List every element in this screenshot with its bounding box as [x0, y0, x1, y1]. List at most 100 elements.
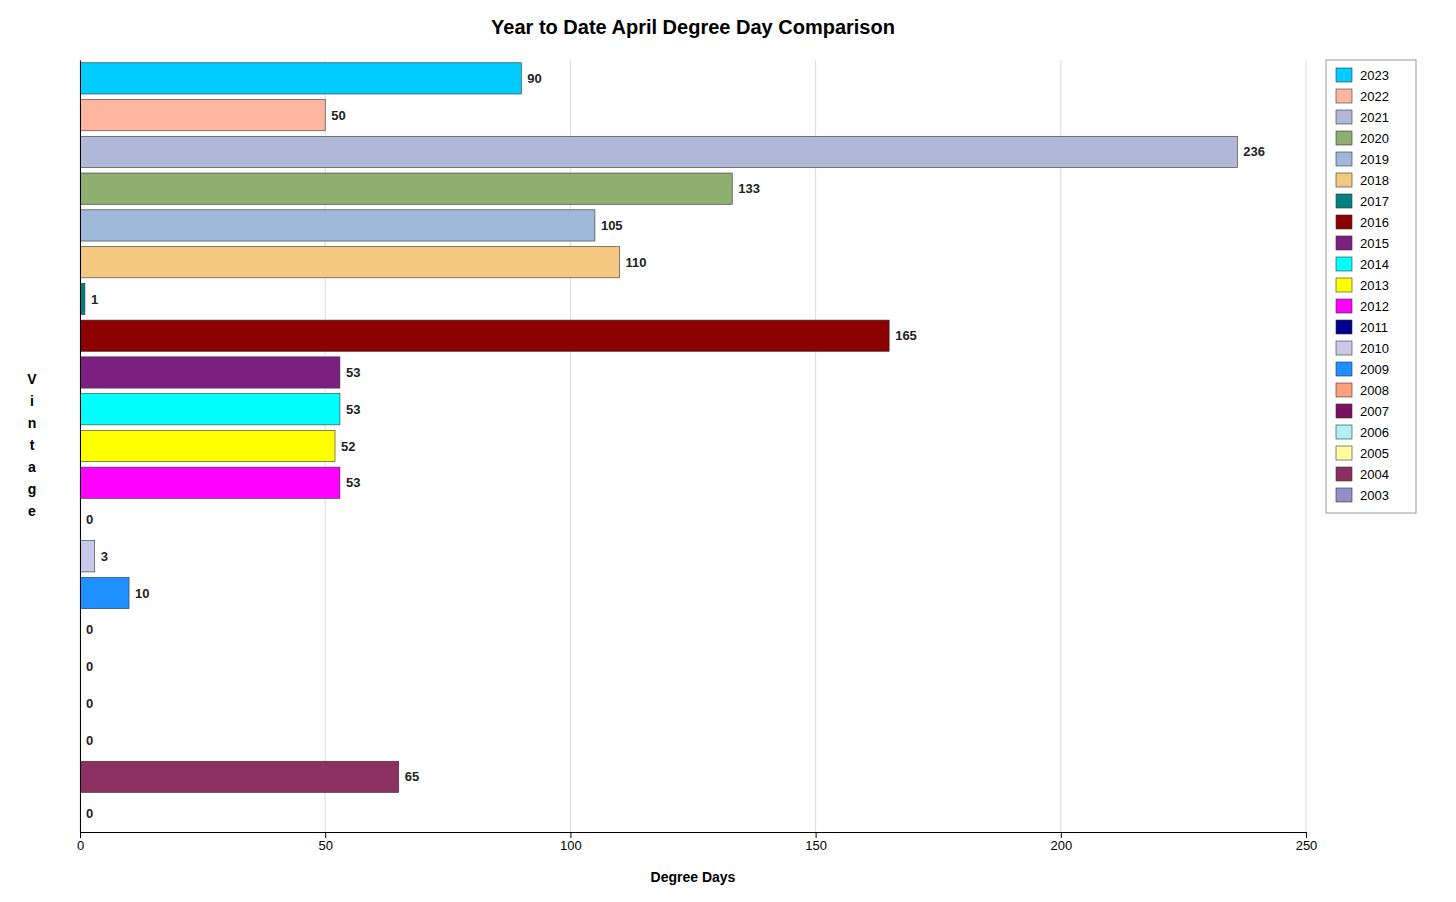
chart: 9050236133105110116553535253031000006500… [0, 0, 1456, 902]
bar [80, 430, 335, 461]
legend-swatch [1336, 404, 1352, 418]
legend-label: 2018 [1360, 173, 1389, 188]
legend-swatch [1336, 131, 1352, 145]
tick-mark [325, 832, 326, 838]
legend-label: 2013 [1360, 278, 1389, 293]
bar [80, 467, 340, 498]
legend-item: 2011 [1336, 320, 1388, 335]
legend-swatch [1336, 215, 1352, 229]
legend-item: 2008 [1336, 383, 1389, 398]
tick-mark [80, 832, 81, 838]
legend: 2023202220212020201920182017201620152014… [1326, 60, 1416, 513]
bar [80, 100, 325, 131]
x-axis-title: Degree Days [651, 869, 736, 885]
tick: 250 [1296, 832, 1318, 853]
legend-swatch [1336, 383, 1352, 397]
legend-item: 2017 [1336, 194, 1389, 209]
tick-mark [1306, 832, 1307, 838]
legend-swatch [1336, 467, 1352, 481]
data-label: 1 [91, 292, 98, 307]
legend-label: 2012 [1360, 299, 1389, 314]
data-label: 236 [1243, 144, 1265, 159]
data-label: 3 [101, 549, 108, 564]
tick: 50 [318, 832, 332, 853]
legend-label: 2004 [1360, 467, 1389, 482]
legend-swatch [1336, 257, 1352, 271]
bar [80, 761, 399, 792]
legend-swatch [1336, 110, 1352, 124]
legend-item: 2019 [1336, 152, 1389, 167]
legend-label: 2005 [1360, 446, 1389, 461]
bars [80, 63, 1237, 793]
tick-label: 50 [318, 838, 332, 853]
data-label: 0 [86, 622, 93, 637]
grid-line [1060, 60, 1061, 832]
legend-label: 2011 [1360, 320, 1388, 335]
legend-swatch [1336, 278, 1352, 292]
tick-label: 0 [77, 838, 84, 853]
y-axis-title-char: V [27, 371, 37, 387]
tick: 200 [1050, 832, 1072, 853]
y-axis-title-char: a [28, 459, 36, 475]
legend-label: 2015 [1360, 236, 1389, 251]
legend-label: 2021 [1360, 110, 1389, 125]
tick-mark [1061, 832, 1062, 838]
data-label: 50 [331, 108, 345, 123]
legend-label: 2017 [1360, 194, 1389, 209]
legend-item: 2016 [1336, 215, 1389, 230]
data-label: 53 [346, 475, 360, 490]
legend-frame [1326, 60, 1416, 513]
tick-label: 150 [805, 838, 827, 853]
title: Year to Date April Degree Day Comparison [491, 16, 895, 38]
legend-item: 2010 [1336, 341, 1389, 356]
bar [80, 577, 129, 608]
legend-label: 2009 [1360, 362, 1389, 377]
y-axis [80, 61, 81, 833]
y-axis-title-char: i [30, 393, 34, 409]
grid [80, 60, 1306, 832]
legend-label: 2023 [1360, 68, 1389, 83]
tick-label: 250 [1296, 838, 1318, 853]
legend-label: 2020 [1360, 131, 1389, 146]
data-label: 133 [738, 181, 760, 196]
bar [80, 173, 732, 204]
bar [80, 357, 340, 388]
legend-item: 2018 [1336, 173, 1389, 188]
bar [80, 247, 619, 278]
legend-label: 2003 [1360, 488, 1389, 503]
legend-item: 2015 [1336, 236, 1389, 251]
legend-item: 2023 [1336, 68, 1389, 83]
data-label: 165 [895, 328, 917, 343]
bar [80, 210, 595, 241]
bar [80, 320, 889, 351]
data-label: 110 [625, 255, 646, 270]
legend-swatch [1336, 299, 1352, 313]
legend-swatch [1336, 173, 1352, 187]
legend-swatch [1336, 89, 1352, 103]
legend-label: 2014 [1360, 257, 1389, 272]
grid-line [815, 60, 816, 832]
data-label: 65 [405, 769, 419, 784]
grid-line [1306, 60, 1307, 832]
bar [80, 63, 521, 94]
legend-item: 2005 [1336, 446, 1389, 461]
legend-item: 2013 [1336, 278, 1389, 293]
tick: 150 [805, 832, 827, 853]
tick: 0 [77, 832, 84, 853]
y-axis-title-char: t [30, 437, 35, 453]
tick-label: 100 [560, 838, 582, 853]
legend-swatch [1336, 446, 1352, 460]
data-label: 0 [86, 733, 93, 748]
data-label: 10 [135, 586, 149, 601]
legend-item: 2007 [1336, 404, 1389, 419]
grid-line [80, 60, 81, 832]
axis-line [81, 833, 1307, 839]
y-axis-title: Vintage [27, 371, 37, 519]
y-axis-title-char: n [28, 415, 37, 431]
data-label: 0 [86, 806, 93, 821]
legend-label: 2008 [1360, 383, 1389, 398]
y-axis-title-char: g [28, 481, 37, 497]
legend-label: 2006 [1360, 425, 1389, 440]
legend-item: 2020 [1336, 131, 1389, 146]
legend-item: 2009 [1336, 362, 1389, 377]
